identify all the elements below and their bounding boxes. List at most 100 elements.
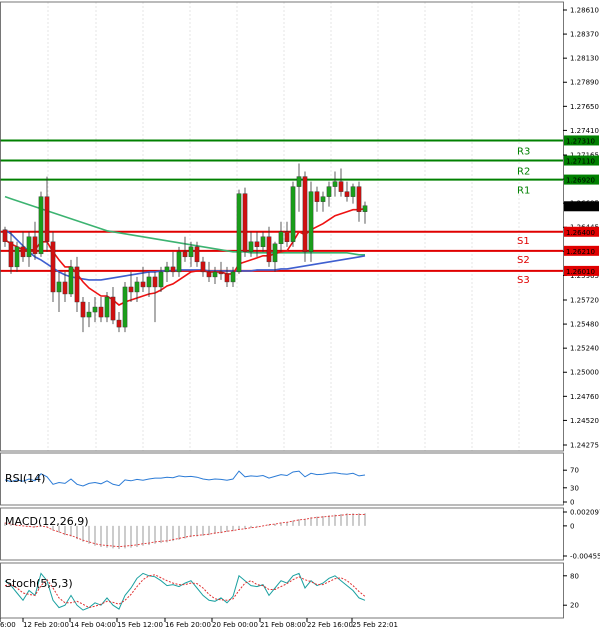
current-price-box xyxy=(564,201,599,212)
current-price-label: 1.26654 xyxy=(566,203,595,211)
price-tick-label: 1.27165 xyxy=(570,152,599,160)
panel-frame xyxy=(0,507,564,561)
level-price-label: 1.26210 xyxy=(566,248,595,256)
candle-body xyxy=(104,296,110,318)
candle-body xyxy=(170,266,176,273)
rsi-tick-label: 70 xyxy=(570,467,579,475)
candle-body xyxy=(206,271,212,278)
price-tick-label: 1.28370 xyxy=(570,31,599,39)
candle-body xyxy=(80,301,86,318)
rsi-tick-label: 0 xyxy=(570,499,574,507)
candle-body xyxy=(254,241,260,248)
level-name-r1: R1 xyxy=(517,186,530,197)
candle-body xyxy=(284,231,290,242)
candle-body xyxy=(74,266,80,303)
time-tick-label: 25 Feb 22:01 xyxy=(352,621,398,629)
macd-signal-line xyxy=(4,514,365,548)
candle-body xyxy=(308,191,314,253)
candle-body xyxy=(62,281,68,295)
panel-frame xyxy=(0,1,564,452)
time-tick-label: 16 Feb 20:00 xyxy=(165,621,211,629)
price-tick-label: 1.28610 xyxy=(570,7,599,15)
panel-frame xyxy=(0,452,564,506)
macd-tick-label: 0 xyxy=(570,522,574,530)
stoch-tick-label: 80 xyxy=(570,572,579,580)
rsi-tick-label: 30 xyxy=(570,484,579,492)
level-price-label: 1.26920 xyxy=(566,177,595,185)
level-price-label: 1.26400 xyxy=(566,229,595,237)
candle-body xyxy=(122,286,128,328)
stoch-label: Stoch(5,5,3) xyxy=(5,577,73,590)
candle-body xyxy=(86,311,92,318)
level-price-box xyxy=(564,174,599,185)
candle-body xyxy=(20,246,26,258)
level-name-s2: S2 xyxy=(517,255,530,266)
candle-body xyxy=(212,271,218,278)
price-tick-label: 1.25720 xyxy=(570,297,599,305)
candle-body xyxy=(188,246,194,258)
candle-body xyxy=(194,246,200,263)
candle-body xyxy=(290,186,296,242)
candle-body xyxy=(146,276,152,288)
price-tick-label: 1.25480 xyxy=(570,321,599,329)
candle-body xyxy=(164,266,170,273)
macd-tick-label: 0.002097 xyxy=(570,509,600,517)
time-tick-label: 6:00 xyxy=(0,621,16,629)
candle-body xyxy=(200,261,206,273)
candle-body xyxy=(332,181,338,187)
candle-body xyxy=(68,266,74,295)
candle-body xyxy=(224,273,230,283)
candle-body xyxy=(278,231,284,245)
candle-body xyxy=(230,271,236,283)
panel-frame xyxy=(0,562,564,619)
level-price-box xyxy=(564,265,599,276)
time-tick-label: 12 Feb 20:00 xyxy=(23,621,69,629)
candle-body xyxy=(320,196,326,202)
price-tick-label: 1.25000 xyxy=(570,369,599,377)
candle-body xyxy=(344,191,350,197)
stoch-tick-label: 20 xyxy=(570,602,579,610)
price-tick-label: 1.25240 xyxy=(570,345,599,353)
candle-body xyxy=(314,191,320,202)
candle-body xyxy=(116,319,122,328)
candle-body xyxy=(44,196,50,242)
candle-body xyxy=(2,229,8,242)
candle-body xyxy=(182,251,188,258)
price-tick-label: 1.27650 xyxy=(570,103,599,111)
candle-body xyxy=(50,241,56,293)
level-price-box xyxy=(564,155,599,166)
candle-body xyxy=(176,251,182,273)
candle-body xyxy=(128,286,134,293)
price-tick-label: 1.27410 xyxy=(570,127,599,135)
candle-body xyxy=(92,306,98,313)
candle-body xyxy=(260,236,266,248)
level-price-box xyxy=(564,245,599,256)
macd-label: MACD(12,26,9) xyxy=(5,515,89,528)
candle-body xyxy=(140,281,146,288)
level-name-r3: R3 xyxy=(517,146,530,157)
candle-body xyxy=(356,186,362,212)
rsi-line xyxy=(4,470,366,487)
level-price-box xyxy=(564,226,599,237)
level-name-r2: R2 xyxy=(517,167,530,178)
candle-body xyxy=(302,176,308,253)
candle-body xyxy=(236,193,242,273)
price-tick-label: 1.27890 xyxy=(570,79,599,87)
candle-body xyxy=(242,193,248,253)
indicator-panels: RSI(14) 70 30 0 MACD(12,26,9) 0.002097 0 -0.004… xyxy=(4,467,600,611)
candle-body xyxy=(134,281,140,293)
candle-body xyxy=(248,241,254,253)
panel-frames xyxy=(0,1,564,619)
candle-body xyxy=(14,246,20,268)
candle-body xyxy=(296,176,302,187)
level-price-label: 1.27110 xyxy=(566,158,595,166)
stoch-k-line xyxy=(4,572,366,611)
level-name-s3: S3 xyxy=(517,275,530,286)
candlesticks xyxy=(2,163,368,333)
rsi-label: RSI(14) xyxy=(5,472,45,485)
candle-body xyxy=(32,236,38,255)
price-tick-label: 1.28130 xyxy=(570,55,599,63)
level-name-s1: S1 xyxy=(517,236,530,247)
price-tick-label: 1.24275 xyxy=(570,442,599,450)
